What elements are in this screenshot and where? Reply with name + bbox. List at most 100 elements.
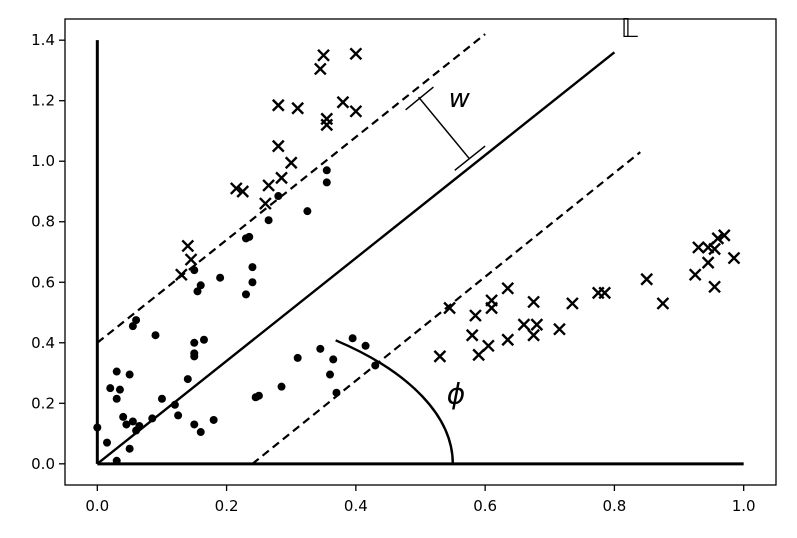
x-marker-point [711, 232, 725, 245]
dot-marker-point [322, 166, 331, 175]
dot-marker-point [371, 361, 380, 370]
dot-marker-point [277, 382, 286, 391]
dot-marker-point [326, 370, 335, 379]
x-marker-point [566, 297, 579, 310]
dot-marker-point [170, 400, 179, 409]
x-marker-point [184, 253, 198, 266]
dot-marker-point [128, 417, 137, 426]
x-marker-point [553, 322, 566, 336]
dot-marker-point [196, 281, 205, 290]
dot-marker-point [348, 334, 357, 343]
x-marker-point [640, 272, 654, 286]
dot-marker-point [274, 192, 283, 201]
y-tick-label: 0.4 [31, 334, 55, 352]
dot-marker-point [196, 428, 205, 437]
y-axis-ticks: 0.0 0.2 0.4 0.6 0.8 1.0 1.2 1.4 [31, 31, 65, 473]
x-marker-point [320, 118, 334, 132]
x-marker-point [443, 301, 456, 315]
x-marker-point [485, 301, 498, 315]
dot-marker-point [112, 394, 121, 403]
dot-marker-point [303, 207, 312, 216]
x-marker-point [259, 197, 272, 210]
dot-marker-point [93, 423, 102, 432]
dot-marker-point [128, 322, 137, 331]
dot-marker-point [112, 456, 121, 465]
y-tick-label: 1.4 [31, 31, 55, 49]
dot-marker-point [183, 375, 192, 384]
dot-marker-point [151, 331, 160, 340]
width-marker-line [417, 96, 470, 159]
x-marker-point [656, 297, 670, 310]
plot-frame [64, 18, 777, 486]
y-tick-label: 1.2 [31, 92, 55, 110]
x-tick-label: 0.2 [215, 497, 239, 515]
dot-marker-point [148, 414, 157, 423]
dot-marker-point [174, 411, 183, 420]
x-marker-point [469, 309, 482, 322]
x-tick-label: 0.4 [344, 497, 368, 515]
dot-marker-point [112, 367, 121, 376]
dot-marker-point [209, 415, 218, 424]
x-marker-point [291, 101, 305, 115]
geometry-layer [95, 33, 744, 466]
dot-marker-point [106, 384, 115, 393]
dot-marker-point [332, 388, 341, 397]
x-marker-point [262, 179, 275, 192]
separator-line [96, 51, 616, 465]
width-marker-cap [405, 86, 434, 111]
x-marker-point [174, 268, 188, 282]
x-marker-point [701, 256, 715, 269]
dot-marker-point [241, 290, 250, 299]
x-marker-point [271, 139, 285, 153]
dot-marker-point [103, 438, 112, 447]
dot-marker-point [125, 370, 134, 379]
x-marker-point [482, 339, 495, 353]
x-marker-point [181, 239, 195, 253]
dot-marker-point [190, 266, 199, 275]
x-marker-point [229, 182, 243, 195]
x-marker-point [313, 62, 327, 76]
x-marker-point [708, 280, 721, 294]
separator-label: 𝕃 [621, 14, 638, 44]
x-tick-label: 0.0 [85, 497, 109, 515]
x-tick-label: 0.6 [473, 497, 497, 515]
x-marker-point [692, 241, 705, 254]
x-marker-point [236, 185, 250, 198]
dot-marker-point [190, 420, 199, 429]
y-tick-label: 0.0 [31, 455, 55, 473]
x-marker-point [708, 242, 721, 256]
x-marker-point [271, 98, 285, 112]
x-marker-point [284, 156, 298, 170]
x-marker-point [501, 333, 515, 347]
dot-marker-point [251, 393, 260, 402]
marks-layer [93, 47, 741, 465]
dot-marker-point [132, 426, 141, 435]
x-marker-point [349, 104, 363, 118]
x-tick-label: 1.0 [732, 497, 756, 515]
dot-marker-point [125, 444, 134, 453]
x-marker-point [527, 295, 540, 309]
dot-marker-point [241, 234, 250, 243]
x-tick-label: 0.8 [602, 497, 626, 515]
dot-marker-point [190, 352, 199, 361]
x-marker-point [275, 171, 288, 185]
dot-marker-point [248, 263, 257, 272]
dot-marker-point [293, 353, 302, 362]
x-marker-point [349, 47, 363, 61]
x-marker-point [717, 229, 731, 242]
x-marker-point [530, 318, 544, 331]
x-marker-point [527, 328, 540, 342]
x-marker-point [501, 281, 515, 295]
dot-marker-point [316, 344, 325, 353]
annotation-layer: 𝕃w ϕ [447, 14, 638, 410]
y-tick-label: 0.2 [31, 394, 55, 412]
y-tick-label: 0.8 [31, 213, 55, 231]
dot-marker-point [264, 216, 273, 225]
dot-marker-point [132, 316, 141, 325]
x-marker-point [433, 350, 447, 363]
angle-label: ϕ [447, 377, 465, 410]
y-tick-label: 1.0 [31, 152, 55, 170]
dot-marker-point [248, 278, 257, 287]
dot-marker-point [122, 420, 131, 429]
